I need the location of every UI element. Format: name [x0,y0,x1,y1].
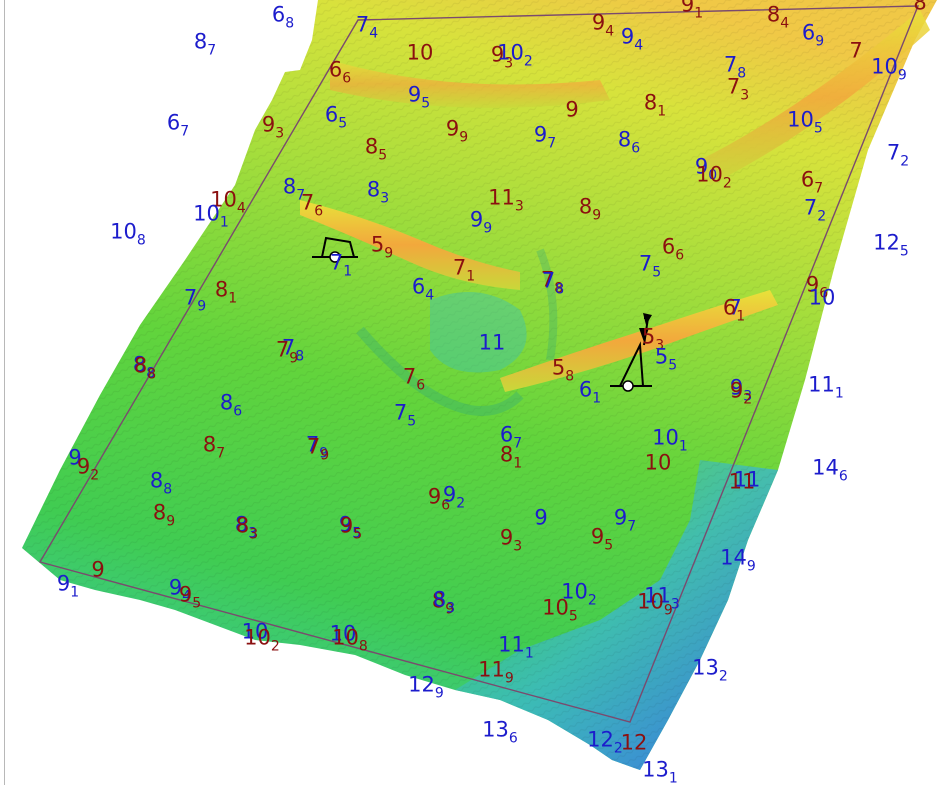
wreck-symbol-icon[interactable] [312,236,358,263]
ridge-north [330,60,610,108]
ridge-lower [500,290,778,392]
ridge-upper [300,200,520,290]
deep-basin [430,292,527,373]
scour-channel [356,326,524,416]
seabed-texture [22,0,937,770]
scour-channel-2 [536,248,558,361]
viewport-border [4,0,5,785]
ridge-northeast [700,10,930,185]
beacon-tower-icon[interactable] [610,313,652,392]
survey-boundary [38,5,920,723]
